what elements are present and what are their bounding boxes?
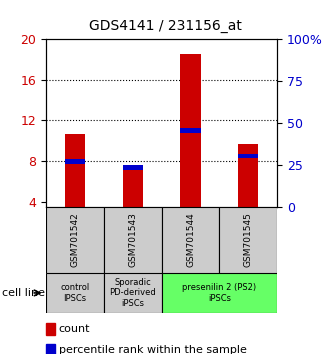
- Bar: [162, 273, 277, 313]
- Bar: [238, 144, 258, 207]
- Bar: [46, 273, 104, 313]
- Bar: [162, 207, 219, 273]
- Bar: [219, 207, 277, 273]
- Text: GSM701543: GSM701543: [128, 212, 137, 267]
- Bar: [46, 207, 104, 273]
- Text: control
IPSCs: control IPSCs: [60, 283, 90, 303]
- Bar: [238, 154, 258, 159]
- Text: cell line: cell line: [2, 288, 45, 298]
- Text: GSM701544: GSM701544: [186, 212, 195, 267]
- Bar: [181, 54, 201, 207]
- Text: GSM701542: GSM701542: [71, 212, 80, 267]
- Bar: [123, 165, 143, 170]
- Bar: [65, 134, 85, 207]
- Text: presenilin 2 (PS2)
iPSCs: presenilin 2 (PS2) iPSCs: [182, 283, 256, 303]
- Text: GSM701545: GSM701545: [244, 212, 253, 267]
- Text: Sporadic
PD-derived
iPSCs: Sporadic PD-derived iPSCs: [110, 278, 156, 308]
- Text: GDS4141 / 231156_at: GDS4141 / 231156_at: [88, 19, 242, 34]
- Bar: [65, 159, 85, 164]
- Bar: [123, 169, 143, 207]
- Text: percentile rank within the sample: percentile rank within the sample: [59, 346, 247, 354]
- Bar: [104, 207, 162, 273]
- Text: count: count: [59, 324, 90, 334]
- Bar: [181, 129, 201, 133]
- Bar: [104, 273, 162, 313]
